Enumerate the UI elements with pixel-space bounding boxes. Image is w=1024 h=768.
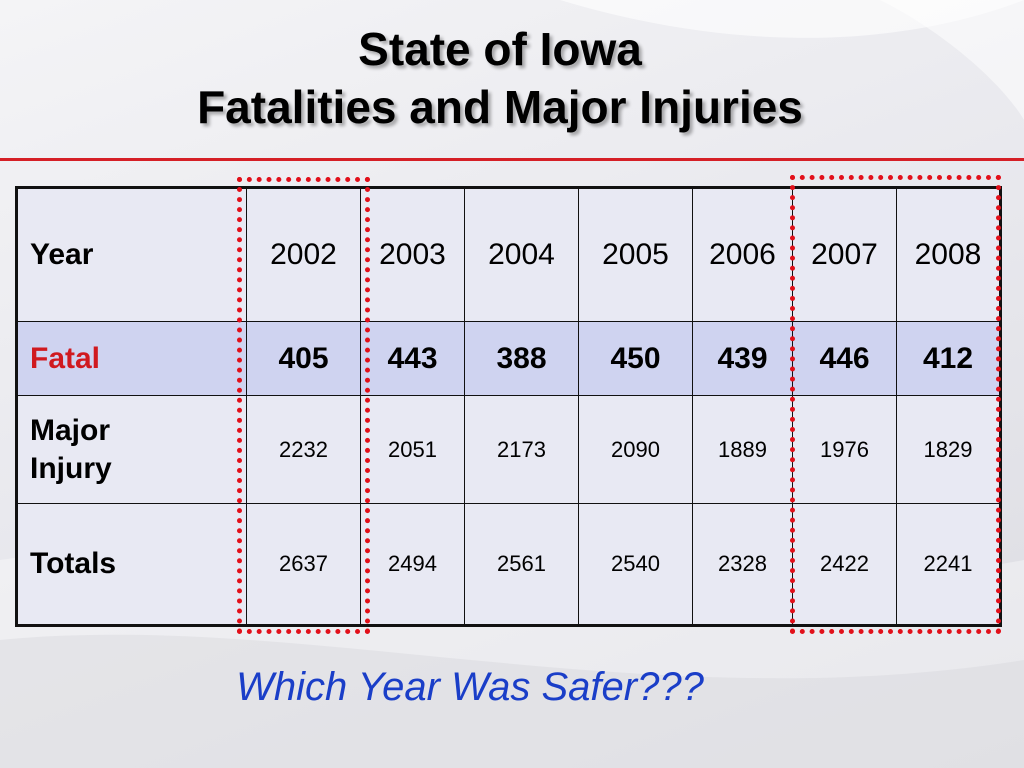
fatal-value: 439	[692, 321, 793, 396]
major-injury-value: 1976	[792, 395, 897, 504]
year-cell: 2006	[692, 187, 793, 322]
major-injury-value: 1829	[896, 395, 1001, 504]
totals-value: 2494	[360, 503, 465, 626]
fatal-value: 446	[792, 321, 897, 396]
totals-value: 2561	[464, 503, 579, 626]
question-text: Which Year Was Safer???	[236, 665, 704, 709]
highlight-box-2002	[237, 177, 370, 634]
totals-row: Totals 2637 2494 2561 2540 2328 2422 224…	[16, 503, 1001, 626]
major-injury-label-line-2: Injury	[30, 451, 112, 485]
title-divider	[0, 158, 1024, 161]
fatal-label: Fatal	[16, 321, 247, 396]
title-line-1: State of Iowa	[358, 23, 642, 75]
title-line-2: Fatalities and Major Injuries	[197, 81, 803, 133]
major-injury-row: Major Injury 2232 2051 2173 2090 1889 19…	[16, 395, 1001, 504]
year-header-label: Year	[16, 187, 247, 322]
major-injury-label: Major Injury	[16, 395, 247, 504]
year-cell: 2004	[464, 187, 579, 322]
year-cell: 2002	[246, 187, 361, 322]
totals-value: 2422	[792, 503, 897, 626]
fatalities-table: Year 2002 2003 2004 2005 2006 2007 2008 …	[15, 186, 1002, 627]
totals-value: 2241	[896, 503, 1001, 626]
totals-value: 2540	[578, 503, 693, 626]
major-injury-value: 2173	[464, 395, 579, 504]
totals-label: Totals	[16, 503, 247, 626]
fatal-value: 450	[578, 321, 693, 396]
major-injury-label-line-1: Major	[30, 413, 111, 447]
major-injury-value: 2051	[360, 395, 465, 504]
year-row: Year 2002 2003 2004 2005 2006 2007 2008	[16, 187, 1001, 322]
year-cell: 2003	[360, 187, 465, 322]
fatal-row: Fatal 405 443 388 450 439 446 412	[16, 321, 1001, 396]
totals-value: 2637	[246, 503, 361, 626]
totals-value: 2328	[692, 503, 793, 626]
year-cell: 2005	[578, 187, 693, 322]
fatal-value: 412	[896, 321, 1001, 396]
year-cell: 2008	[896, 187, 1001, 322]
fatal-value: 405	[246, 321, 361, 396]
major-injury-value: 2090	[578, 395, 693, 504]
highlight-box-2007-2008	[790, 175, 1001, 634]
fatal-value: 388	[464, 321, 579, 396]
year-cell: 2007	[792, 187, 897, 322]
major-injury-value: 1889	[692, 395, 793, 504]
page-title: State of Iowa Fatalities and Major Injur…	[0, 20, 1000, 136]
fatal-value: 443	[360, 321, 465, 396]
